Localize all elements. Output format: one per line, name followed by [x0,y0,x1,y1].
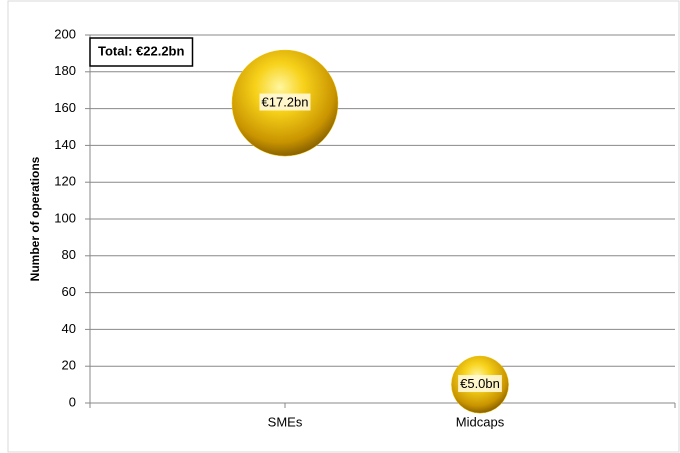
x-tick-label: Midcaps [456,414,505,429]
y-tick-label: 0 [69,394,76,409]
data-label: €17.2bn [262,95,309,110]
y-tick-label: 180 [54,63,76,78]
y-tick-label: 60 [62,284,76,299]
data-label-bg [458,375,502,393]
y-axis-label: Number of operations [28,156,42,281]
chart-frame [7,0,680,453]
y-tick-label: 80 [62,247,76,262]
y-tick-label: 200 [54,26,76,41]
data-label-bg [259,93,311,111]
y-tick-label: 40 [62,321,76,336]
y-tick-label: 120 [54,174,76,189]
y-tick-label: 100 [54,210,76,225]
annotation: Total: €22.2bn [98,43,185,58]
y-tick-label: 20 [62,358,76,373]
y-tick-label: 140 [54,137,76,152]
annotation-box [89,37,194,67]
x-tick-label: SMEs [268,414,303,429]
y-tick-label: 160 [54,100,76,115]
data-label: €5.0bn [460,376,500,391]
